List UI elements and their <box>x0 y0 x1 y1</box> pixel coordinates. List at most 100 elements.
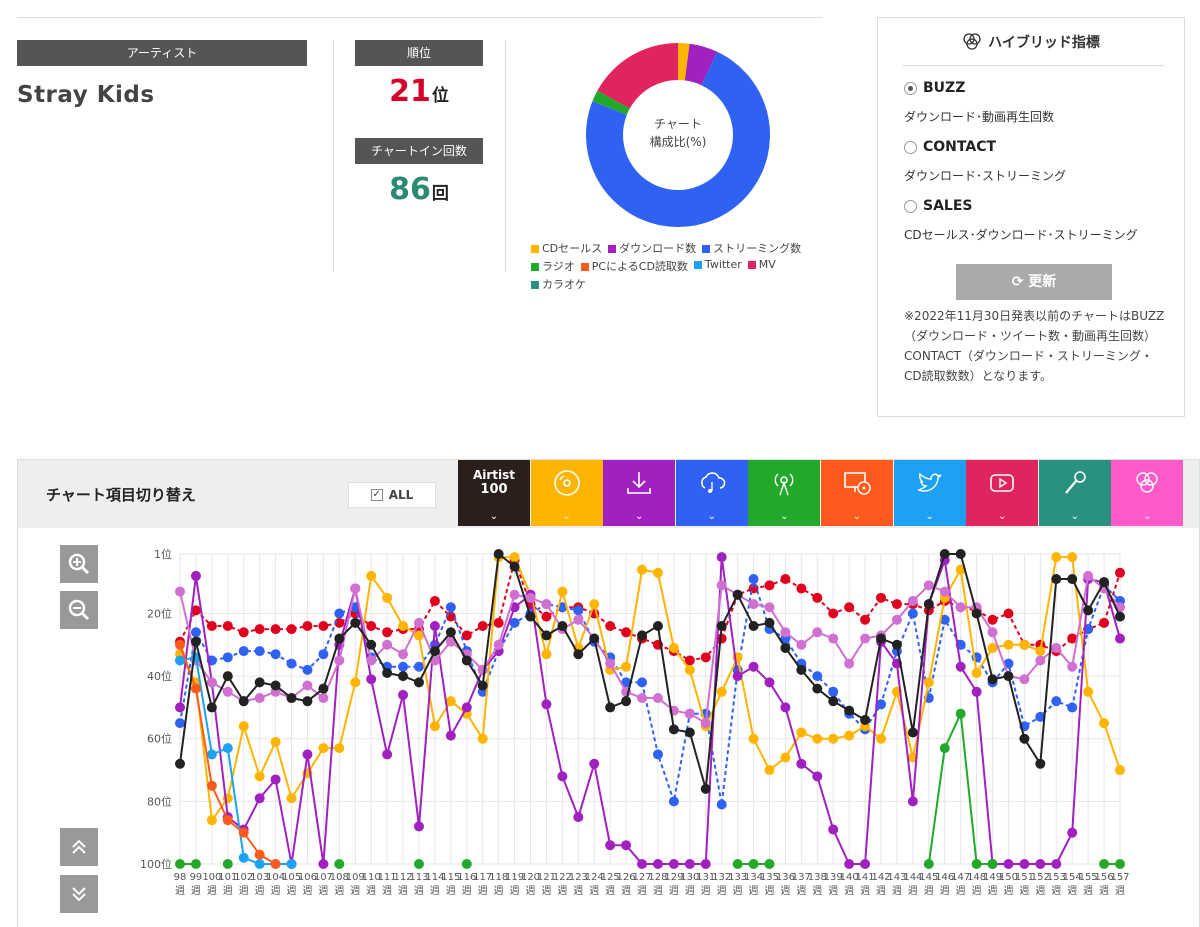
data-point[interactable] <box>573 614 584 625</box>
data-point[interactable] <box>175 702 185 713</box>
data-point[interactable] <box>270 774 281 785</box>
data-point[interactable] <box>971 859 982 869</box>
data-point[interactable] <box>780 642 791 653</box>
data-point[interactable] <box>605 840 616 851</box>
data-point[interactable] <box>1099 718 1110 729</box>
data-point[interactable] <box>398 649 409 660</box>
data-point[interactable] <box>605 621 616 632</box>
data-point[interactable] <box>557 621 568 632</box>
data-point[interactable] <box>509 589 520 600</box>
data-point[interactable] <box>509 552 520 563</box>
data-point[interactable] <box>652 693 663 704</box>
data-point[interactable] <box>1035 711 1046 722</box>
data-point[interactable] <box>302 680 313 691</box>
data-point[interactable] <box>222 652 233 663</box>
data-point[interactable] <box>812 683 823 694</box>
data-point[interactable] <box>461 655 472 666</box>
data-point[interactable] <box>413 859 424 869</box>
data-point[interactable] <box>700 859 711 869</box>
data-point[interactable] <box>668 642 679 653</box>
data-point[interactable] <box>190 570 201 581</box>
data-point[interactable] <box>270 649 281 660</box>
data-point[interactable] <box>1051 574 1062 585</box>
data-point[interactable] <box>860 714 871 725</box>
data-point[interactable] <box>1115 859 1125 869</box>
tab-cd[interactable]: ⌄ <box>530 460 603 526</box>
data-point[interactable] <box>1035 655 1046 666</box>
data-point[interactable] <box>637 677 648 688</box>
data-point[interactable] <box>796 758 807 769</box>
data-point[interactable] <box>1051 552 1062 563</box>
data-point[interactable] <box>445 730 456 741</box>
data-point[interactable] <box>413 661 424 672</box>
tab-microphone[interactable]: ⌄ <box>1038 460 1111 526</box>
data-point[interactable] <box>621 677 632 688</box>
data-point[interactable] <box>812 627 823 638</box>
data-point[interactable] <box>461 630 472 641</box>
data-point[interactable] <box>334 633 345 644</box>
data-point[interactable] <box>175 639 185 650</box>
data-point[interactable] <box>190 627 201 638</box>
tab-pc-cd[interactable]: ⌄ <box>821 460 893 526</box>
data-point[interactable] <box>413 630 424 641</box>
tab-hybrid[interactable]: ⌄ <box>1111 460 1184 526</box>
data-point[interactable] <box>621 696 632 707</box>
data-point[interactable] <box>764 677 775 688</box>
data-point[interactable] <box>939 614 950 625</box>
data-point[interactable] <box>923 580 934 591</box>
data-point[interactable] <box>971 667 982 678</box>
data-point[interactable] <box>206 780 217 791</box>
data-point[interactable] <box>844 859 855 869</box>
data-point[interactable] <box>923 599 934 610</box>
tab-twitter[interactable]: ⌄ <box>893 460 966 526</box>
data-point[interactable] <box>939 586 950 597</box>
data-point[interactable] <box>876 592 887 603</box>
data-point[interactable] <box>238 827 249 838</box>
data-point[interactable] <box>891 599 902 610</box>
data-point[interactable] <box>939 549 950 559</box>
data-point[interactable] <box>812 733 823 744</box>
data-point[interactable] <box>748 621 759 632</box>
data-point[interactable] <box>398 621 409 632</box>
data-point[interactable] <box>637 564 648 575</box>
data-point[interactable] <box>270 680 281 691</box>
data-point[interactable] <box>477 733 488 744</box>
data-point[interactable] <box>684 708 695 719</box>
data-point[interactable] <box>907 727 918 738</box>
data-point[interactable] <box>190 683 201 694</box>
data-point[interactable] <box>1067 552 1078 563</box>
data-point[interactable] <box>637 859 648 869</box>
refresh-button[interactable]: ⟳ 更新 <box>956 264 1112 300</box>
data-point[interactable] <box>796 727 807 738</box>
data-point[interactable] <box>286 693 297 704</box>
data-point[interactable] <box>382 749 393 760</box>
data-point[interactable] <box>844 730 855 741</box>
data-point[interactable] <box>302 621 313 632</box>
data-point[interactable] <box>812 592 823 603</box>
data-point[interactable] <box>190 859 201 869</box>
radio-buzz[interactable]: BUZZ <box>904 80 965 96</box>
data-point[interactable] <box>254 771 265 782</box>
data-point[interactable] <box>748 661 759 672</box>
data-point[interactable] <box>1115 611 1125 622</box>
data-point[interactable] <box>955 661 966 672</box>
data-point[interactable] <box>318 649 329 660</box>
data-point[interactable] <box>1019 859 1030 869</box>
data-point[interactable] <box>923 677 934 688</box>
data-point[interactable] <box>1067 702 1078 713</box>
data-point[interactable] <box>382 667 393 678</box>
data-point[interactable] <box>1067 827 1078 838</box>
data-point[interactable] <box>732 589 743 600</box>
data-point[interactable] <box>509 617 520 628</box>
data-point[interactable] <box>175 859 185 869</box>
data-point[interactable] <box>1019 674 1030 685</box>
data-point[interactable] <box>1051 859 1062 869</box>
data-point[interactable] <box>222 743 233 754</box>
data-point[interactable] <box>780 702 791 713</box>
data-point[interactable] <box>716 552 727 563</box>
data-point[interactable] <box>1067 574 1078 585</box>
data-point[interactable] <box>525 611 536 622</box>
data-point[interactable] <box>477 621 488 632</box>
data-point[interactable] <box>493 549 504 559</box>
data-point[interactable] <box>844 705 855 716</box>
